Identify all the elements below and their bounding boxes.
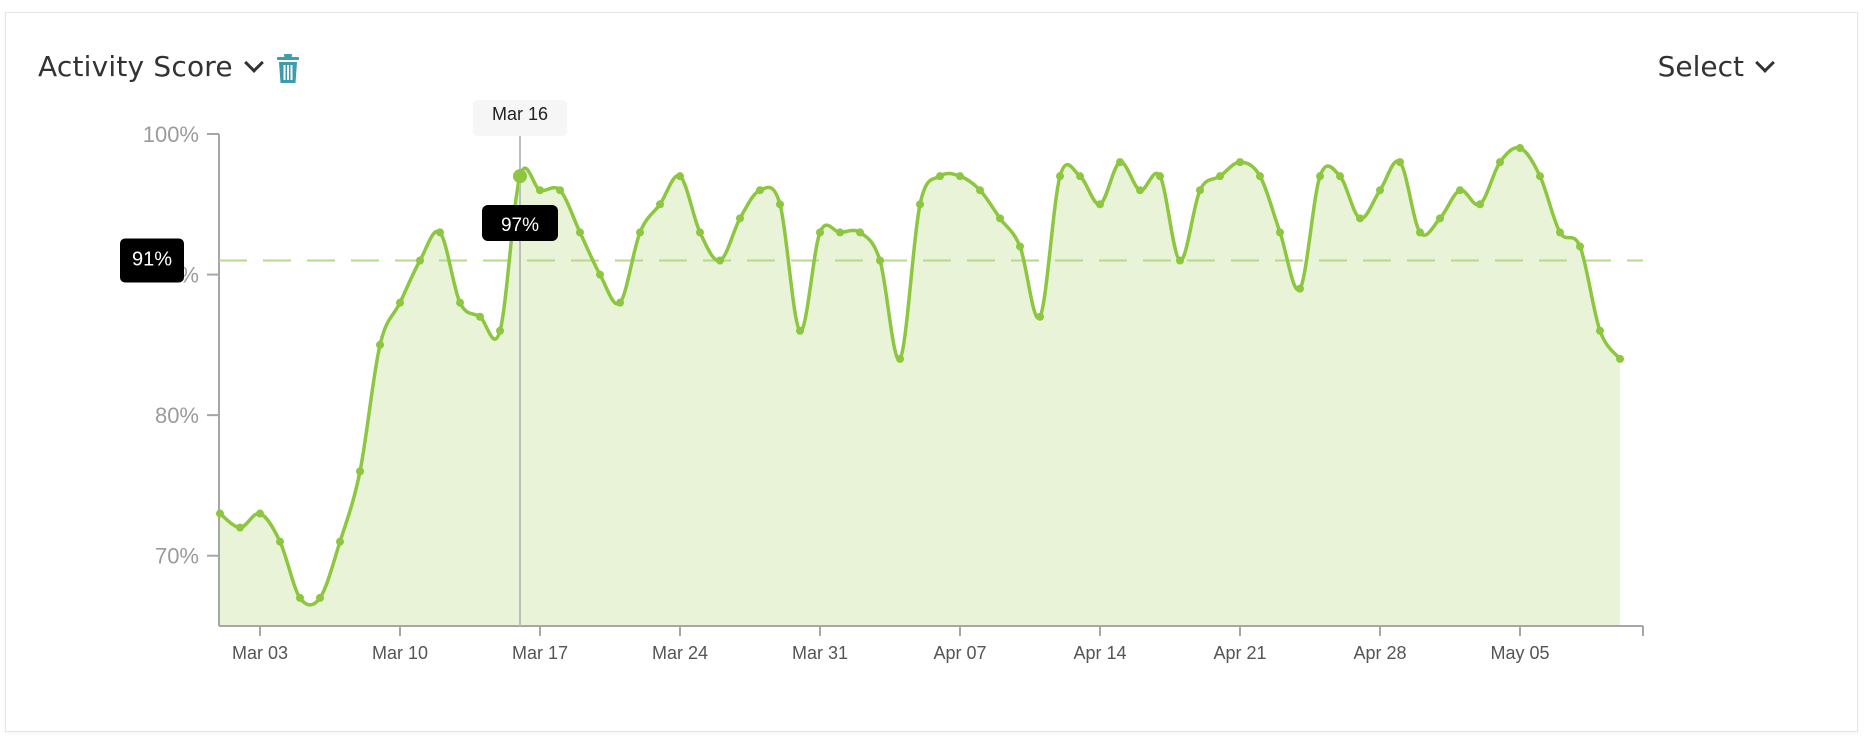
data-point [396,298,404,307]
data-point [676,172,684,181]
data-point [356,467,364,476]
hover-value-label: 97% [501,215,539,236]
data-point [776,200,784,209]
data-point [936,172,944,181]
data-point [1336,172,1344,181]
data-point [1116,158,1124,167]
data-point [696,228,704,237]
data-point [636,228,644,237]
data-point [416,256,424,265]
data-point [1156,172,1164,181]
data-point [216,509,224,518]
data-point [656,200,664,209]
data-point [976,186,984,195]
data-point [996,214,1004,223]
data-point [756,186,764,195]
data-point [1456,186,1464,195]
data-point [1616,354,1624,363]
data-point [876,256,884,265]
average-label: 91% [132,249,172,271]
data-point [476,312,484,321]
y-tick-label: 100% [143,122,199,147]
data-point [1276,228,1284,237]
x-tick-label: Mar 10 [372,643,428,663]
x-tick-label: Apr 21 [1213,643,1266,663]
data-point [1496,158,1504,167]
data-point [596,270,604,279]
metric-dropdown-label: Activity Score [38,50,233,83]
data-point [1036,312,1044,321]
hover-point [513,169,527,184]
data-point [576,228,584,237]
range-dropdown[interactable]: Select [1657,50,1775,83]
data-point [276,537,284,546]
average-badge [120,238,184,283]
data-point [796,326,804,335]
data-point [336,537,344,546]
data-point [1476,200,1484,209]
y-tick-label: 80% [155,403,199,428]
data-point [1016,242,1024,251]
x-tick-label: Mar 24 [652,643,708,663]
x-tick-label: Apr 28 [1353,643,1406,663]
data-point [1376,186,1384,195]
data-point [1296,284,1304,293]
data-point [816,228,824,237]
data-point [1316,172,1324,181]
data-point [1136,186,1144,195]
data-point [1576,242,1584,251]
data-point [1416,228,1424,237]
data-point [1596,326,1604,335]
data-point [1536,172,1544,181]
data-point [736,214,744,223]
data-point [436,228,444,237]
data-point [296,593,304,602]
data-point [1356,214,1364,223]
data-point [896,354,904,363]
data-point [836,228,844,237]
data-point [716,256,724,265]
data-point [1056,172,1064,181]
data-point [1516,144,1524,153]
data-point [456,298,464,307]
hover-value-badge [482,205,558,241]
data-point [496,326,504,335]
data-point [1236,158,1244,167]
hover-date-tooltip [473,100,567,136]
data-point [316,593,324,602]
x-tick-label: Apr 07 [933,643,986,663]
data-point [236,523,244,532]
x-tick-label: Mar 03 [232,643,288,663]
data-point [256,509,264,518]
metric-dropdown[interactable]: Activity Score [38,50,264,83]
x-tick-label: Apr 14 [1073,643,1126,663]
data-point [1076,172,1084,181]
y-tick-label: 70% [155,544,199,569]
data-point [1196,186,1204,195]
data-point [1396,158,1404,167]
data-point [536,186,544,195]
trash-icon[interactable] [276,54,300,84]
data-point [1256,172,1264,181]
area-fill [220,147,1620,626]
data-point [1096,200,1104,209]
data-point [1436,214,1444,223]
x-tick-label: Mar 31 [792,643,848,663]
data-point [956,172,964,181]
hover-date-label: Mar 16 [492,104,548,124]
x-tick-label: Mar 17 [512,643,568,663]
data-point [556,186,564,195]
data-point [616,298,624,307]
data-point [856,228,864,237]
data-point [1556,228,1564,237]
x-tick-label: May 05 [1490,643,1549,663]
data-point [916,200,924,209]
range-dropdown-label: Select [1657,50,1744,83]
data-point [376,340,384,349]
data-point [1176,256,1184,265]
data-point [1216,172,1224,181]
